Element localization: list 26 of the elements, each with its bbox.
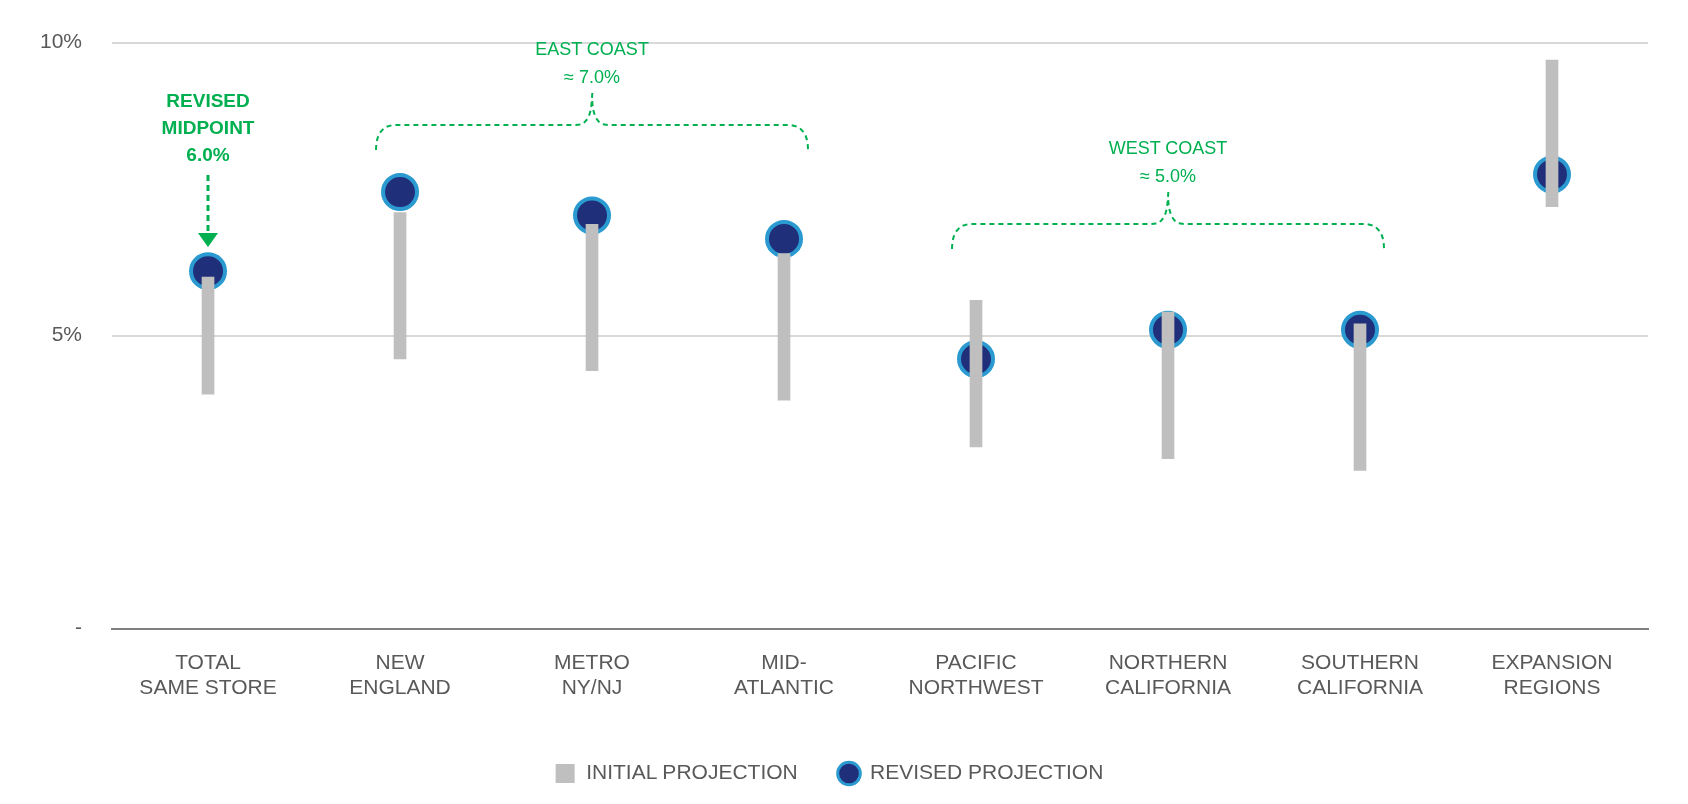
x-tick-label: EXPANSION REGIONS bbox=[1491, 650, 1613, 699]
x-tick-label: NEW ENGLAND bbox=[349, 650, 451, 699]
x-tick-label: SOUTHERN CALIFORNIA bbox=[1296, 650, 1424, 699]
bar bbox=[777, 253, 791, 401]
bar bbox=[969, 300, 983, 448]
bar bbox=[393, 212, 407, 360]
bar bbox=[201, 276, 215, 395]
bar bbox=[1545, 59, 1559, 208]
y-tick-label: 10% bbox=[40, 29, 83, 53]
annotation: WEST COAST ≈ 5.0% bbox=[1108, 138, 1228, 187]
bar bbox=[1353, 323, 1367, 471]
x-tick-label: NORTHERN CALIFORNIA bbox=[1104, 650, 1232, 699]
x-tick-label: TOTAL SAME STORE bbox=[139, 650, 277, 699]
point bbox=[381, 173, 420, 212]
legend-label: INITIAL PROJECTION bbox=[586, 760, 798, 784]
annotation: EAST COAST ≈ 7.0% bbox=[535, 38, 649, 87]
point bbox=[765, 219, 804, 258]
x-tick-label: MID- ATLANTIC bbox=[734, 650, 834, 699]
x-tick-label: METRO NY/NJ bbox=[554, 650, 630, 699]
bar bbox=[1161, 311, 1175, 459]
legend-label: REVISED PROJECTION bbox=[869, 760, 1104, 784]
x-tick-label: PACIFIC NORTHWEST bbox=[908, 650, 1044, 699]
bar bbox=[585, 223, 599, 372]
annotation: REVISED MIDPOINT 6.0% bbox=[161, 90, 255, 166]
y-tick-label: - bbox=[75, 615, 83, 639]
y-tick-label: 5% bbox=[51, 322, 83, 346]
